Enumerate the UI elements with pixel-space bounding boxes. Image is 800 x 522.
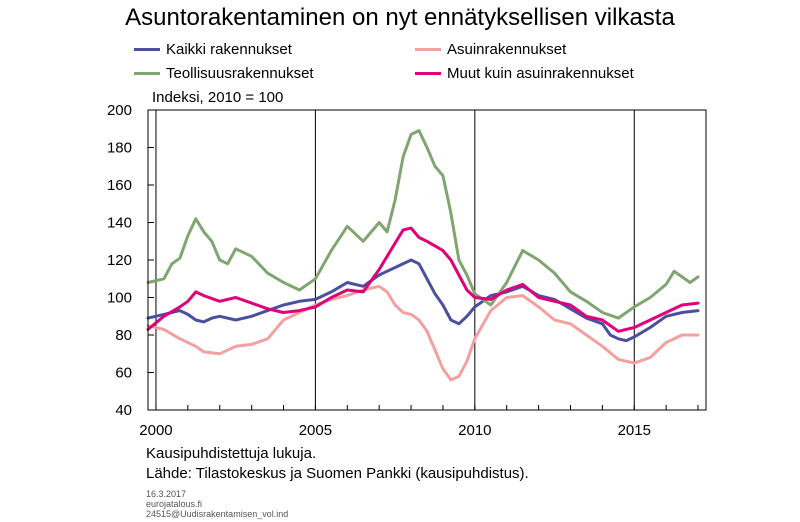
- legend-item-kaikki: Kaikki rakennukset: [134, 41, 292, 58]
- chart-title: Asuntorakentaminen on nyt ennätyksellise…: [125, 4, 675, 31]
- legend-label-teollisuus: Teollisuusrakennukset: [166, 65, 314, 82]
- series-line-3: [146, 226, 700, 333]
- meta-file: 24515@Uudisrakentamisen_vol.ind: [146, 509, 289, 519]
- y-axis-units: Indeksi, 2010 = 100: [152, 89, 284, 106]
- note-text: Kausipuhdistettuja lukuja.: [146, 445, 317, 462]
- legend-swatch-muut: [415, 72, 441, 75]
- y-tick-label-160: 160: [107, 177, 132, 194]
- legend-item-muut: Muut kuin asuinrakennukset: [415, 65, 634, 82]
- meta-site: eurojatalous.fi: [146, 499, 203, 509]
- series-line-1: [146, 284, 700, 382]
- legend-label-asuin: Asuinrakennukset: [447, 41, 567, 58]
- y-tick-label-120: 120: [107, 252, 132, 269]
- x-tick-label-2005: 2005: [299, 422, 332, 439]
- x-tick-label-2000: 2000: [139, 422, 172, 439]
- legend-item-teollisuus: Teollisuusrakennukset: [134, 65, 314, 82]
- x-tick-label-2015: 2015: [618, 422, 651, 439]
- series-lines: [146, 129, 700, 382]
- meta-date: 16.3.2017: [146, 489, 187, 499]
- legend-label-muut: Muut kuin asuinrakennukset: [447, 65, 634, 82]
- legend-swatch-teollisuus: [134, 72, 160, 75]
- plot-frame: [147, 109, 707, 411]
- y-tick-label-180: 180: [107, 140, 132, 157]
- y-tick-label-60: 60: [115, 365, 132, 382]
- series-line-0: [146, 258, 700, 343]
- legend-item-asuin: Asuinrakennukset: [415, 41, 566, 58]
- x-tick-label-2010: 2010: [458, 422, 491, 439]
- y-tick-label-100: 100: [107, 290, 132, 307]
- series-line-2: [146, 129, 700, 320]
- y-tick-label-140: 140: [107, 215, 132, 232]
- source-text: Lähde: Tilastokeskus ja Suomen Pankki (k…: [146, 465, 529, 482]
- x-axis-ticks: 2000 2005 2010 2015: [139, 405, 699, 439]
- legend-swatch-asuin: [415, 48, 441, 51]
- y-tick-label-40: 40: [115, 402, 132, 419]
- y-axis-ticks: 40 60 80 100 120 140 160 180 200: [107, 102, 154, 419]
- y-tick-label-200: 200: [107, 102, 132, 119]
- y-tick-label-80: 80: [115, 327, 132, 344]
- legend-swatch-kaikki: [134, 48, 160, 51]
- legend-label-kaikki: Kaikki rakennukset: [166, 41, 292, 58]
- gridlines: [155, 110, 635, 410]
